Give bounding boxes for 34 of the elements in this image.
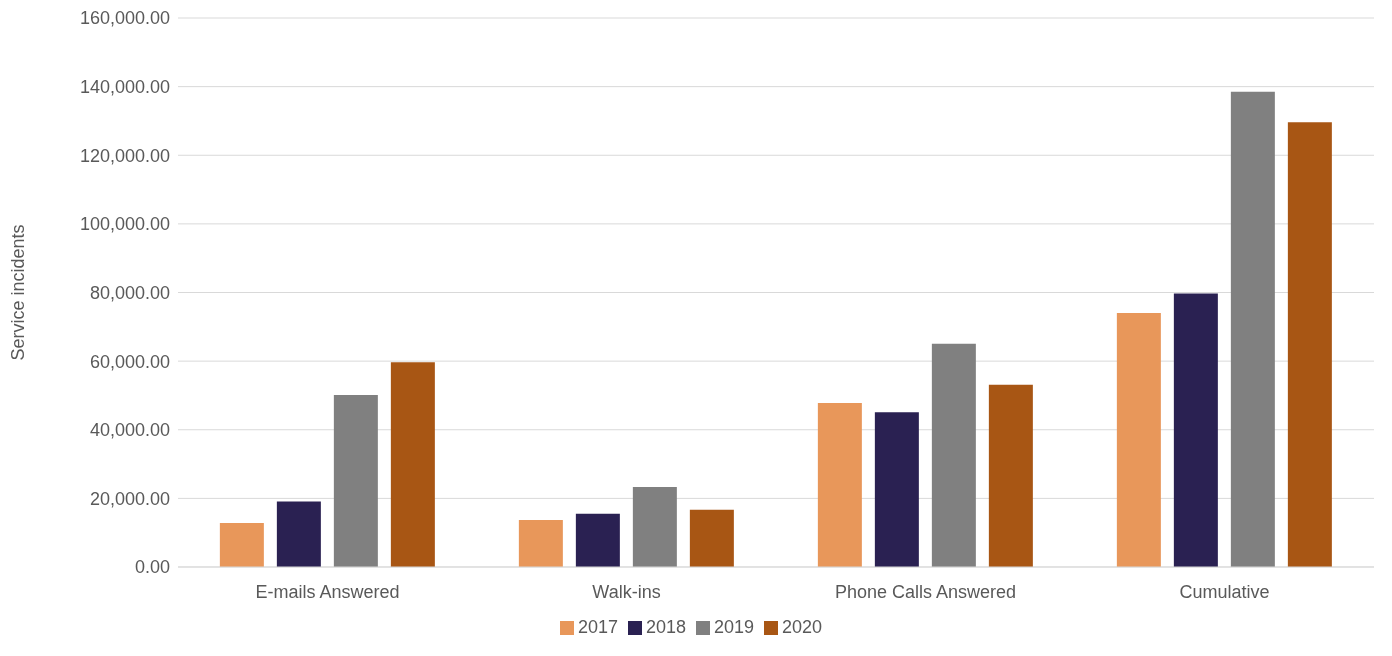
bar [333,395,378,567]
x-tick-label: Cumulative [1179,581,1270,602]
bar [575,513,620,567]
bar [219,523,264,567]
y-tick-label: 80,000.00 [89,282,170,303]
bar [874,412,919,567]
bar [689,509,734,567]
legend-label: 2018 [645,617,686,637]
bar [988,384,1033,567]
bar [1116,313,1161,567]
legend-label: 2017 [577,617,618,637]
y-tick-label: 140,000.00 [79,77,170,98]
bar [1230,91,1275,567]
bar [276,501,321,567]
y-tick-label: 0.00 [134,557,170,578]
bar [518,519,563,567]
y-tick-label: 100,000.00 [79,214,170,235]
bar [390,362,435,567]
y-tick-label: 20,000.00 [89,488,170,509]
legend-label: 2020 [782,617,823,637]
legend-label: 2019 [714,617,755,637]
x-tick-label: E-mails Answered [255,581,400,602]
y-tick-label: 160,000.00 [79,8,170,29]
x-tick-label: Walk-ins [592,581,661,602]
y-tick-label: 120,000.00 [79,145,170,166]
bar [817,402,862,567]
bar [632,487,677,567]
y-tick-label: 60,000.00 [89,351,170,372]
bar [931,343,976,567]
y-tick-label: 40,000.00 [89,420,170,441]
y-axis-title: Service incidents [8,224,29,361]
bar [1287,122,1332,567]
x-tick-label: Phone Calls Answered [834,581,1017,602]
bar [1173,293,1218,567]
